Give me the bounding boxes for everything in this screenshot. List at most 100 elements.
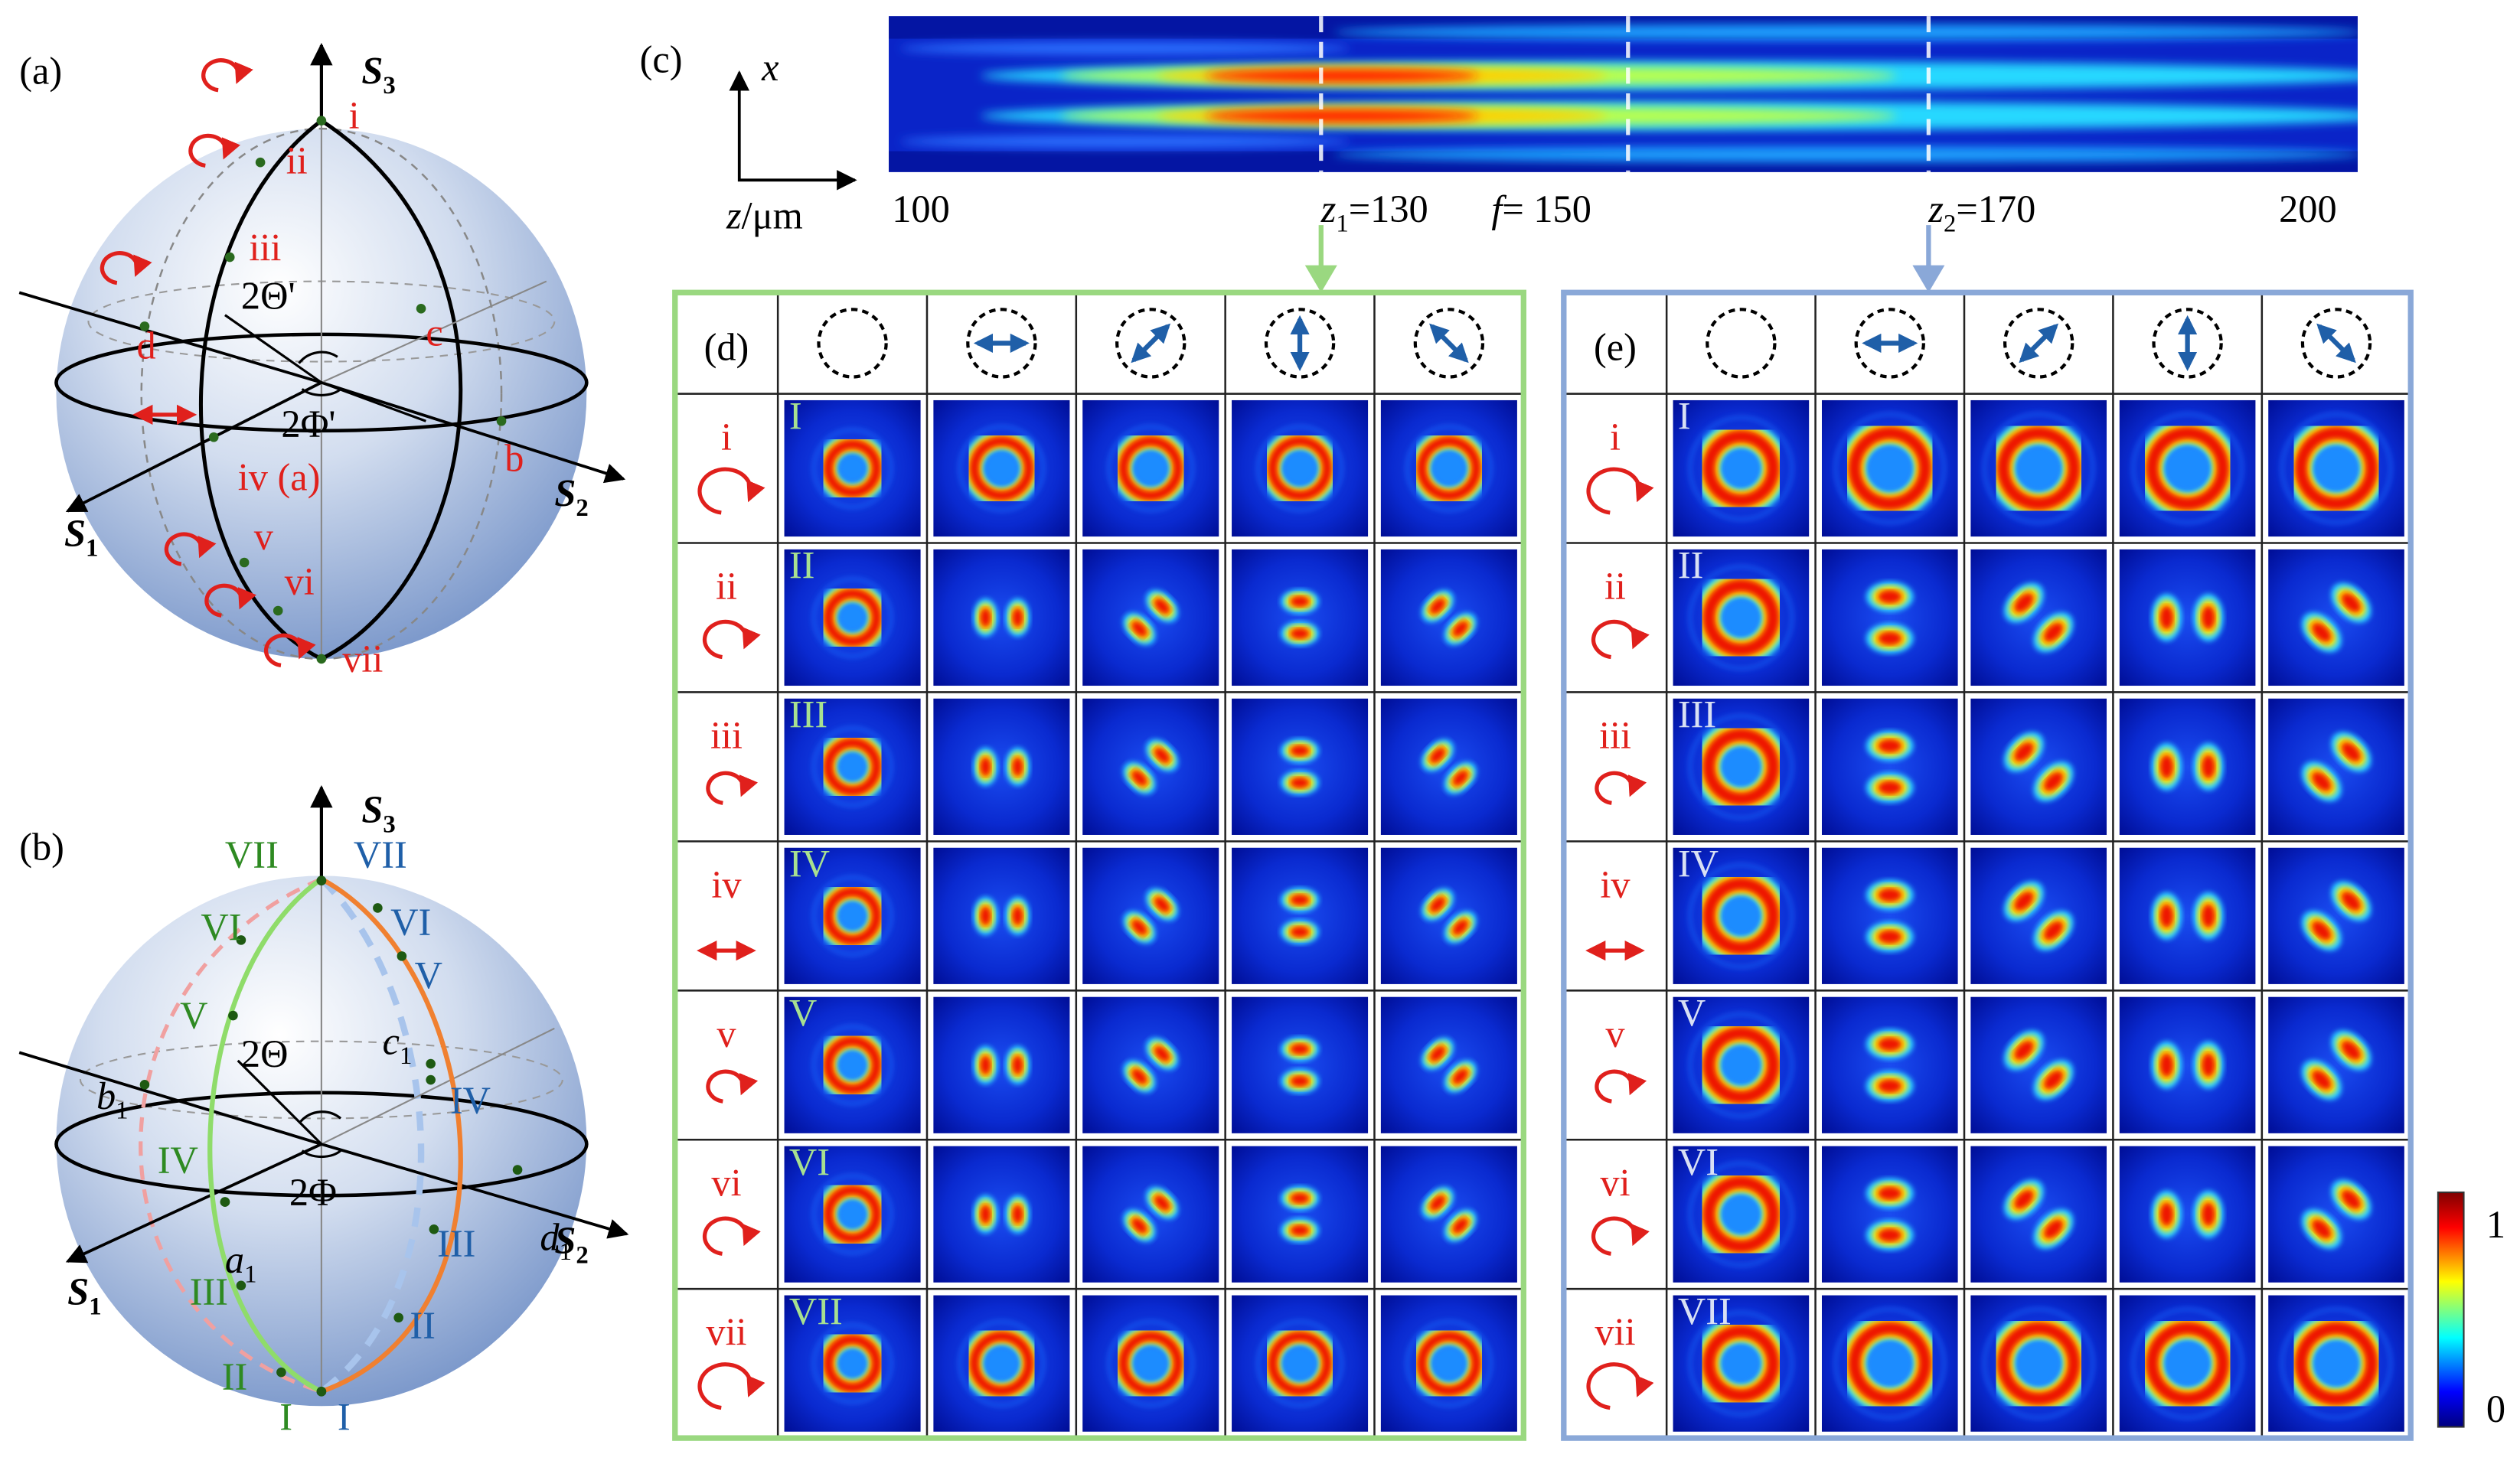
intensity-cell [1380,1146,1517,1283]
intensity-cell [1970,996,2107,1133]
lobe [1452,919,1468,935]
ring-core [837,1199,867,1229]
lobes [1281,1036,1320,1094]
point-label: III [437,1222,475,1265]
cell-image [1970,549,2107,686]
lobe [1452,621,1468,637]
intensity-cell [2268,399,2404,537]
lobe [2159,605,2174,630]
lobe [2341,1040,2361,1061]
circular-arrow [1595,1069,1647,1104]
intensity-cell [1970,1146,2107,1283]
intensity-cell [784,1146,921,1283]
cell-image [1821,549,1958,686]
roman-label: I [789,395,802,438]
s2-axis [321,381,626,484]
ring-core [1431,1345,1467,1381]
lobe [1131,621,1147,637]
point-dot [273,605,283,616]
lobes [2301,881,2371,951]
tick-label: z1=130 [1320,187,1428,238]
intensity-cell [1821,399,1958,537]
cell-image [1232,847,1369,984]
lobe [1878,589,1902,604]
text: = 150 [1502,187,1591,230]
ring [1416,1331,1481,1396]
point-label: V [415,954,442,996]
symbol: S [554,472,576,515]
intensity-cell [1673,549,1810,686]
ring-halo [958,425,1046,512]
colorbar-label: 0 [2486,1387,2505,1430]
intensity-cell [1232,996,1369,1133]
cell-image [1082,1146,1219,1283]
lobe [1154,896,1170,913]
lobes [1866,730,1914,804]
intensity-cell [1380,996,1517,1133]
ring-core [1721,896,1761,936]
intensity-cell [1232,698,1369,835]
lobe [1131,1068,1147,1084]
circular-arrow [706,771,759,805]
axis-label: z/μm [726,194,803,236]
analyzer-icon [1413,308,1485,379]
ring [823,1035,882,1094]
roman-label: V [1678,991,1706,1034]
intensity-cell [1082,698,1219,835]
lobe [1429,1045,1446,1062]
cell-image [1380,847,1517,984]
cell-image [2268,549,2404,686]
beam [899,135,1350,148]
point-dot [496,416,507,426]
subscript: 2 [1944,210,1956,238]
ring-halo [1833,412,1946,524]
intensity-cell [2119,1295,2256,1432]
symbol: z [726,194,742,236]
polarizer-arrow [1429,323,1469,364]
lobe [2341,742,2361,762]
axis-label: S3 [361,49,395,99]
point-dot [224,252,235,262]
ring-core [1866,1340,1913,1387]
ring [823,738,882,796]
symbol: z [1320,187,1337,230]
intensity-cell [2119,847,2256,984]
circular-arrow [697,1362,765,1410]
lobe [1290,777,1310,789]
point-dot [220,1197,230,1207]
ring [1268,1331,1333,1396]
cell-image [1380,549,1517,686]
lobes [2151,892,2224,940]
ring [1848,1322,1932,1406]
trajectory-dashed [139,877,322,1394]
roman-label: I [1678,395,1691,438]
angle-arc [299,1110,342,1123]
colorbar-label: 1 [2486,1203,2505,1246]
lobe [980,1055,991,1075]
lobe [2312,771,2332,791]
ring [1702,1325,1780,1402]
ring-halo [1688,1012,1794,1118]
intensity-cell [1821,698,1958,835]
lobes [2301,1030,2371,1100]
lobe [2159,1202,2174,1227]
ring [969,1331,1034,1396]
cell-image [2268,996,2404,1133]
lobe [2043,1219,2064,1239]
intensity-cell [1232,1295,1369,1432]
lobe [1012,608,1023,628]
s1-axis [65,1143,322,1263]
cell-image [2268,847,2404,984]
cell-image [1082,996,1219,1133]
panel-label: (e) [1594,325,1637,368]
intensity-cell [784,996,921,1133]
circular-arrow [188,133,240,168]
intensity-cell [784,549,921,686]
lobe [1452,1218,1468,1234]
ring-halo [1688,863,1794,969]
ring-halo [1983,1307,2095,1420]
roman-label: VI [1678,1140,1719,1183]
lobe [1290,595,1310,608]
lobe [1878,930,1902,944]
lobe [2341,593,2361,613]
